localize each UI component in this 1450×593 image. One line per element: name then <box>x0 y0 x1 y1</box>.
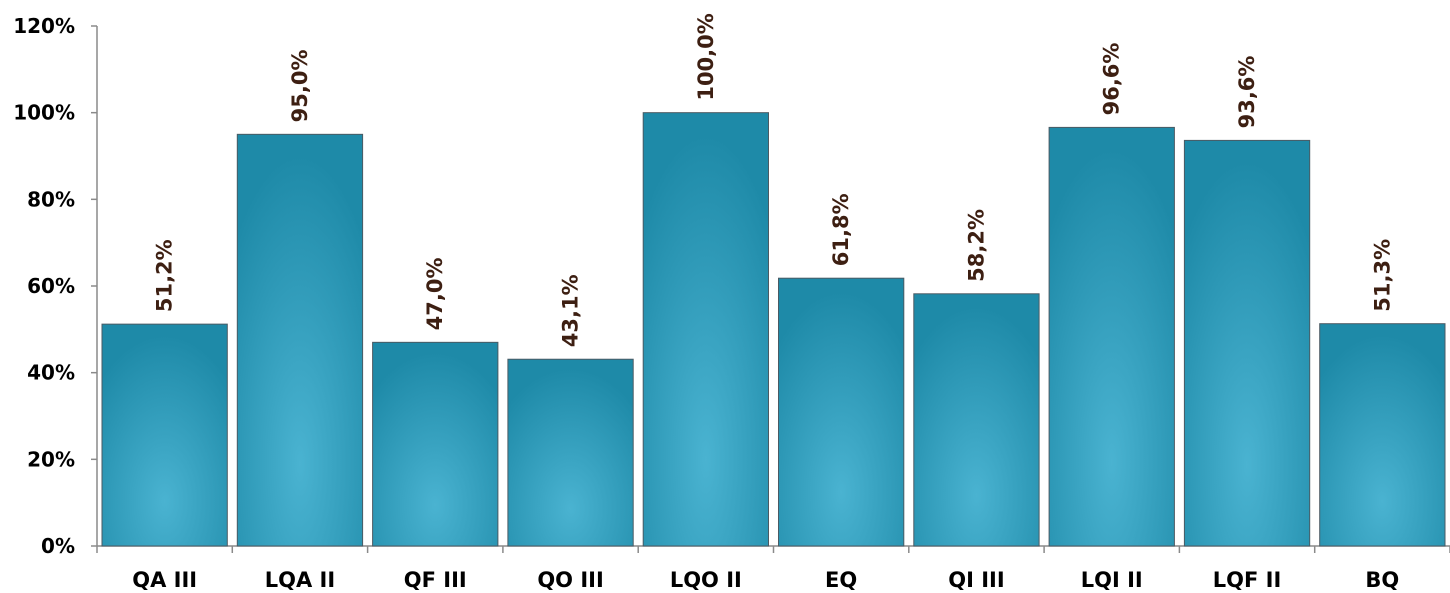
bar <box>236 133 364 547</box>
data-label: 95,0% <box>288 49 312 122</box>
y-tick-label: 0% <box>41 534 75 558</box>
y-tick-label: 20% <box>27 447 75 471</box>
bar <box>642 112 770 547</box>
bar <box>1319 323 1446 547</box>
bars <box>101 112 1446 547</box>
y-tick-label: 100% <box>13 101 75 125</box>
y-tick-label: 120% <box>13 14 75 38</box>
category-label: QO III <box>537 568 603 592</box>
data-label: 51,2% <box>153 239 177 312</box>
bar <box>507 358 634 547</box>
category-label: QI III <box>948 568 1004 592</box>
data-label: 47,0% <box>423 257 447 330</box>
category-label: LQF II <box>1213 568 1282 592</box>
bar <box>1183 139 1311 547</box>
y-tick-label: 60% <box>27 274 75 298</box>
data-label: 100,0% <box>694 13 718 100</box>
bar <box>913 293 1040 547</box>
category-label: LQI II <box>1081 568 1143 592</box>
y-tick-label: 40% <box>27 361 75 385</box>
data-label: 58,2% <box>964 209 988 282</box>
data-label: 96,6% <box>1100 43 1124 116</box>
category-label: LQO II <box>670 568 742 592</box>
bar <box>372 341 499 547</box>
category-label: LQA II <box>265 568 335 592</box>
category-label: QA III <box>132 568 197 592</box>
data-label: 51,3% <box>1370 239 1394 312</box>
y-tick-label: 80% <box>27 187 75 211</box>
category-label: EQ <box>825 568 857 592</box>
bar <box>778 277 905 547</box>
data-label: 61,8% <box>829 193 853 266</box>
labels: 51,2% QA III 95,0% LQA II 47,0% QF III 43,1% QO… <box>132 13 1399 592</box>
category-label: BQ <box>1365 568 1399 592</box>
data-label: 93,6% <box>1235 56 1259 129</box>
bar <box>101 323 228 547</box>
data-label: 43,1% <box>559 274 583 347</box>
bar <box>1048 126 1175 547</box>
category-label: QF III <box>404 568 467 592</box>
